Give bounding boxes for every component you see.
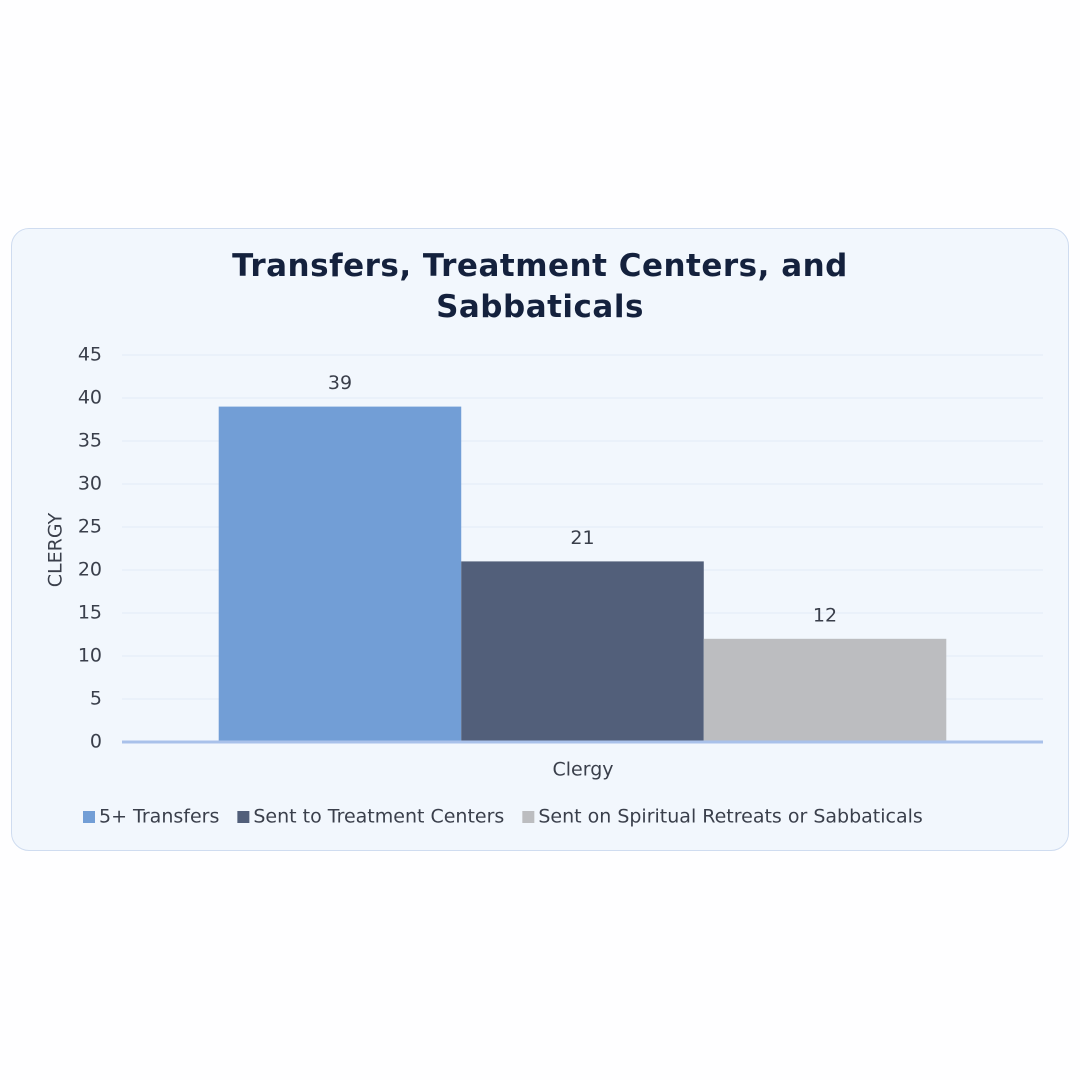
y-tick-label: 0 [90,731,102,753]
legend-label: 5+ Transfers [99,806,219,828]
chart-title: Transfers, Treatment Centers, and Sabbat… [232,248,848,325]
legend-marker [237,811,250,823]
chart-card [11,228,1069,851]
y-tick-label: 25 [78,516,102,538]
bar [461,561,704,742]
y-tick-label: 40 [78,387,102,409]
y-tick-label: 30 [78,473,102,495]
data-label: 12 [813,604,837,626]
y-tick-label: 5 [90,688,102,710]
legend-label: Sent to Treatment Centers [253,806,504,828]
y-tick-label: 15 [78,602,102,624]
bar [218,406,462,742]
bar [703,638,947,742]
y-axis-label: CLERGY [45,512,67,587]
y-tick-label: 45 [78,344,102,366]
legend-marker [83,811,95,823]
y-tick-label: 20 [78,559,102,581]
legend-label: Sent on Spiritual Retreats or Sabbatical… [538,806,922,828]
data-label: 39 [328,372,352,394]
x-axis-label: Clergy [552,759,613,781]
data-label: 21 [570,527,594,549]
legend-marker [522,811,535,823]
y-tick-label: 35 [78,430,102,452]
y-tick-label: 10 [78,645,102,667]
